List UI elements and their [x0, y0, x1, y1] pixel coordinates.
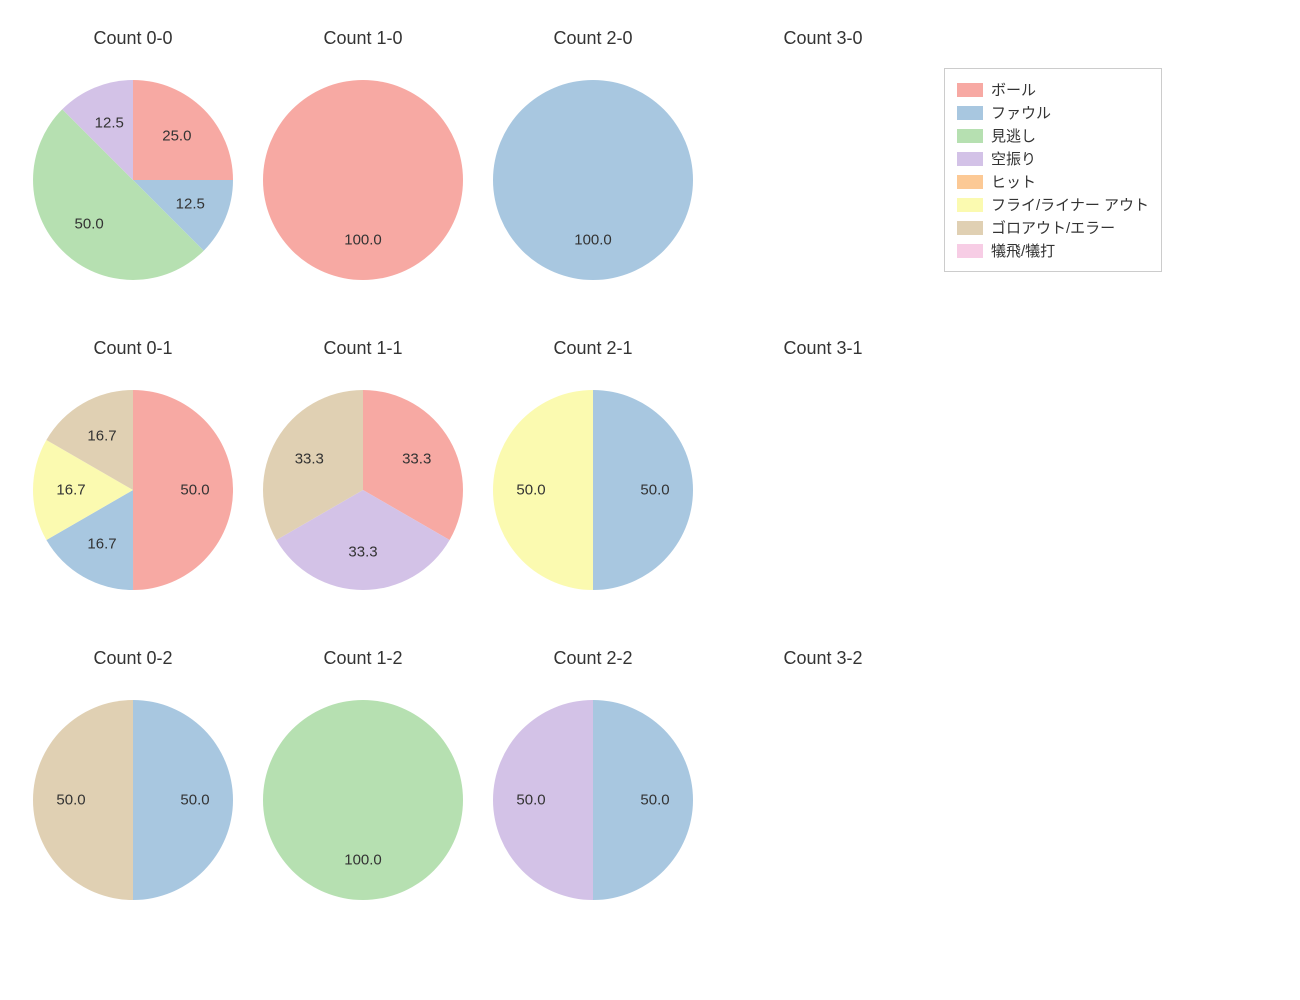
chart-cell-c00: Count 0-0 25.012.550.012.5: [18, 10, 248, 320]
chart-title: Count 1-2: [248, 648, 478, 669]
pie-wrap: 100.0: [263, 80, 463, 280]
legend-label: ゴロアウト/エラー: [991, 217, 1115, 238]
pie-slice: [493, 390, 593, 590]
chart-cell-c01: Count 0-1 50.016.716.716.7: [18, 320, 248, 630]
chart-title: Count 2-2: [478, 648, 708, 669]
pie-wrap: [723, 80, 923, 280]
pie-wrap: 50.016.716.716.7: [33, 390, 233, 590]
chart-cell-c12: Count 1-2 100.0: [248, 630, 478, 940]
pie-slice: [593, 700, 693, 900]
legend-label: フライ/ライナー アウト: [991, 194, 1149, 215]
chart-title: Count 2-1: [478, 338, 708, 359]
chart-title: Count 1-1: [248, 338, 478, 359]
pie-wrap: 100.0: [493, 80, 693, 280]
chart-title: Count 3-0: [708, 28, 938, 49]
chart-cell-c22: Count 2-2 50.050.0: [478, 630, 708, 940]
legend-item: 空振り: [957, 148, 1149, 169]
legend-swatch: [957, 244, 983, 258]
pie-chart: [493, 80, 693, 280]
legend-label: ボール: [991, 79, 1036, 100]
legend-item: ゴロアウト/エラー: [957, 217, 1149, 238]
chart-cell-c31: Count 3-1: [708, 320, 938, 630]
chart-title: Count 2-0: [478, 28, 708, 49]
legend-item: ボール: [957, 79, 1149, 100]
pie-chart: [33, 390, 233, 590]
chart-title: Count 0-1: [18, 338, 248, 359]
pie-chart: [493, 700, 693, 900]
legend-swatch: [957, 175, 983, 189]
legend-item: 見逃し: [957, 125, 1149, 146]
legend-swatch: [957, 106, 983, 120]
pie-chart: [263, 80, 463, 280]
legend-swatch: [957, 152, 983, 166]
pie-wrap: [723, 390, 923, 590]
pie-wrap: 33.333.333.3: [263, 390, 463, 590]
legend-label: 犠飛/犠打: [991, 240, 1055, 261]
pie-wrap: 50.050.0: [493, 390, 693, 590]
legend: ボールファウル見逃し空振りヒットフライ/ライナー アウトゴロアウト/エラー犠飛/…: [944, 68, 1162, 272]
chart-title: Count 1-0: [248, 28, 478, 49]
legend-label: ヒット: [991, 171, 1036, 192]
legend-item: ファウル: [957, 102, 1149, 123]
pie-slice: [493, 700, 593, 900]
pie-wrap: 25.012.550.012.5: [33, 80, 233, 280]
chart-cell-c11: Count 1-1 33.333.333.3: [248, 320, 478, 630]
legend-item: ヒット: [957, 171, 1149, 192]
pie-chart: [33, 80, 233, 280]
pie-wrap: [723, 700, 923, 900]
legend-swatch: [957, 221, 983, 235]
chart-title: Count 0-2: [18, 648, 248, 669]
legend-label: 見逃し: [991, 125, 1036, 146]
legend-item: 犠飛/犠打: [957, 240, 1149, 261]
legend-swatch: [957, 129, 983, 143]
pie-wrap: 100.0: [263, 700, 463, 900]
chart-cell-c02: Count 0-2 50.050.0: [18, 630, 248, 940]
pie-chart: [263, 700, 463, 900]
pie-slice: [133, 80, 233, 180]
pie-slice: [493, 80, 693, 280]
pie-slice: [133, 700, 233, 900]
legend-swatch: [957, 198, 983, 212]
legend-label: 空振り: [991, 148, 1036, 169]
chart-cell-c20: Count 2-0 100.0: [478, 10, 708, 320]
pie-slice: [33, 700, 133, 900]
pie-chart: [263, 390, 463, 590]
chart-cell-c32: Count 3-2: [708, 630, 938, 940]
pie-slice: [133, 390, 233, 590]
pie-wrap: 50.050.0: [493, 700, 693, 900]
pie-slice: [263, 80, 463, 280]
chart-title: Count 3-1: [708, 338, 938, 359]
chart-title: Count 0-0: [18, 28, 248, 49]
pie-chart: [33, 700, 233, 900]
pie-wrap: 50.050.0: [33, 700, 233, 900]
pie-chart: [493, 390, 693, 590]
legend-label: ファウル: [991, 102, 1051, 123]
chart-title: Count 3-2: [708, 648, 938, 669]
chart-cell-c30: Count 3-0: [708, 10, 938, 320]
chart-cell-c21: Count 2-1 50.050.0: [478, 320, 708, 630]
legend-swatch: [957, 83, 983, 97]
chart-grid-container: Count 0-025.012.550.012.5Count 1-0100.0C…: [0, 0, 1300, 1000]
pie-slice: [593, 390, 693, 590]
pie-slice: [263, 700, 463, 900]
chart-cell-c10: Count 1-0 100.0: [248, 10, 478, 320]
legend-item: フライ/ライナー アウト: [957, 194, 1149, 215]
